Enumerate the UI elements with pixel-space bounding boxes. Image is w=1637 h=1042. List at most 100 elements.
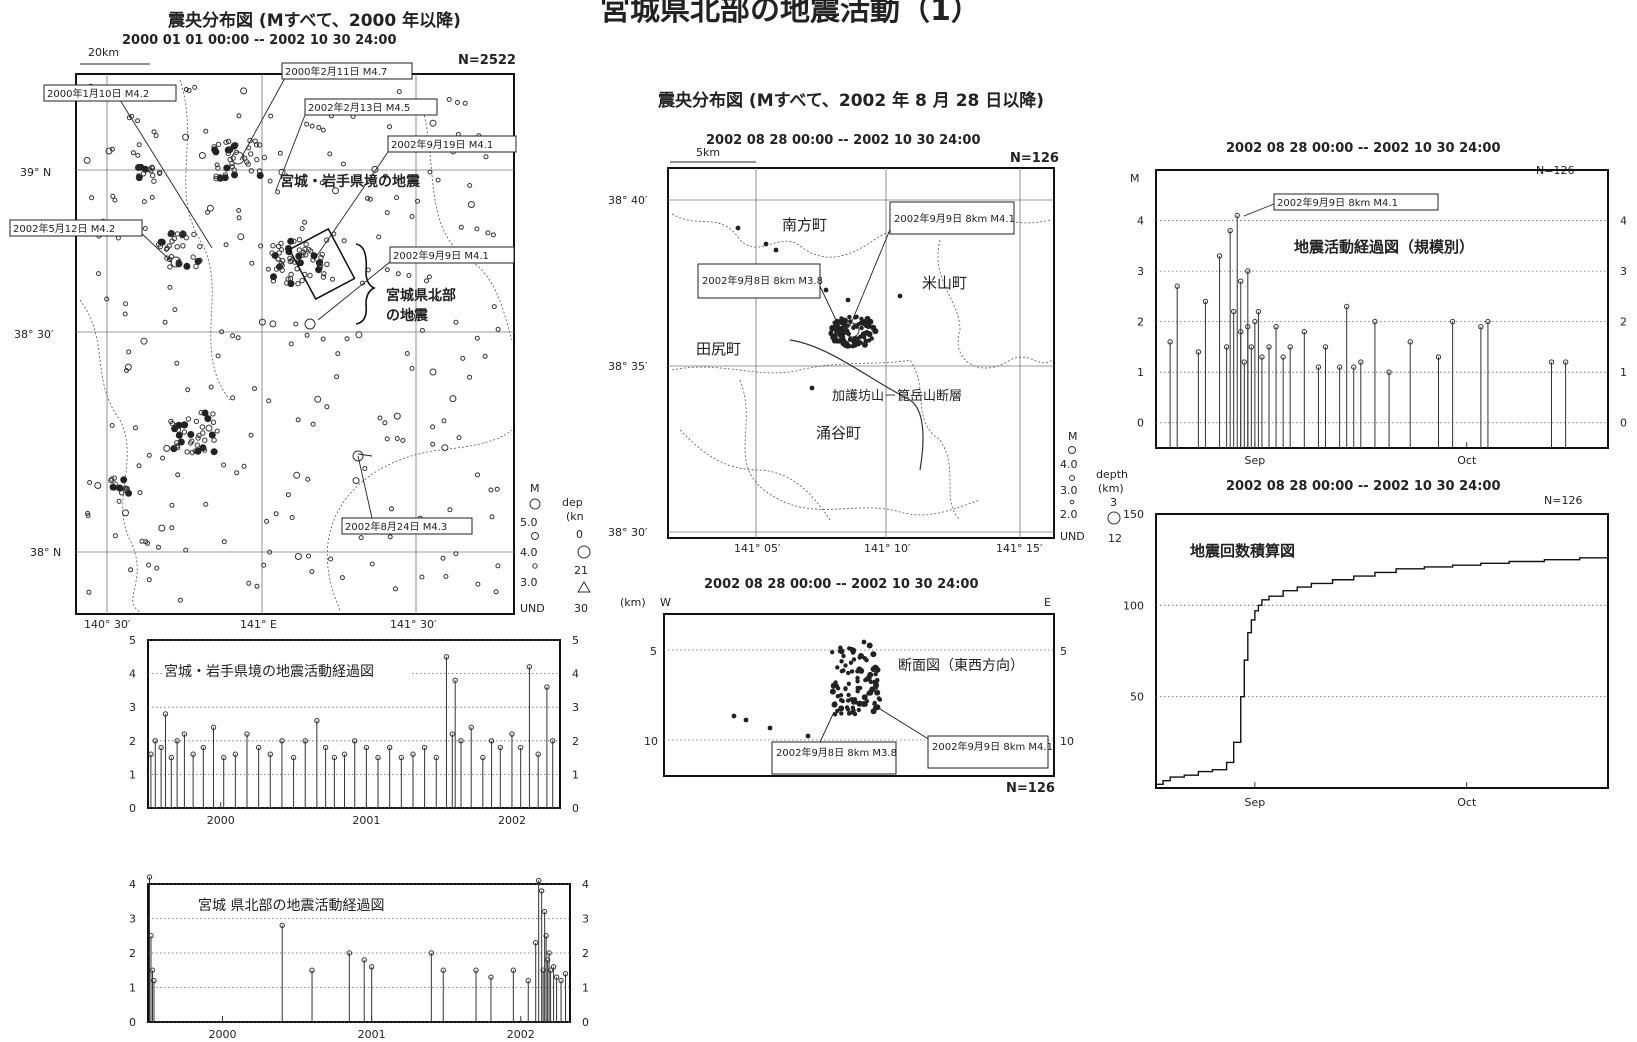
x-tick-label: 2000 <box>207 814 235 827</box>
epicenter-marker <box>493 589 499 595</box>
event-point <box>1449 318 1456 325</box>
epicenter-marker <box>162 319 168 325</box>
epicenter-marker <box>214 162 220 168</box>
y-tick-label: 4 <box>1620 215 1627 228</box>
callout-leader <box>275 114 306 191</box>
event-point <box>331 754 338 761</box>
epicenter-marker <box>296 258 302 264</box>
epicenter-marker <box>404 351 410 356</box>
epicenter-marker <box>146 577 152 583</box>
y-tick-label: 3 <box>1137 265 1144 278</box>
hypocenter-marker <box>731 713 737 719</box>
epicenter-marker <box>126 349 132 355</box>
epicenter-marker <box>332 187 339 195</box>
epicenter-marker <box>116 484 124 492</box>
epicenter-marker <box>104 296 110 302</box>
epicenter-marker <box>489 514 495 520</box>
epicenter-marker <box>136 173 142 179</box>
epicenter-marker <box>866 338 872 343</box>
epicenter-marker <box>197 257 203 263</box>
epicenter-marker <box>409 365 415 371</box>
event-point <box>546 950 552 956</box>
epicenter-marker <box>208 384 214 390</box>
epicenter-marker <box>842 338 847 344</box>
epicenter-marker <box>441 444 449 452</box>
epicenter-marker <box>140 337 148 345</box>
epicenter-marker <box>115 235 121 241</box>
epicenter-marker <box>203 128 209 134</box>
epicenter-marker <box>443 574 449 579</box>
hypocenter-marker <box>857 655 862 660</box>
epicenter-marker <box>230 142 238 150</box>
epicenter-marker <box>845 297 851 303</box>
epicenter-marker <box>314 395 322 403</box>
event-point <box>1202 298 1209 305</box>
legend-m-label: 5.0 <box>520 516 538 529</box>
y-tick-label: 2 <box>1137 316 1144 329</box>
hypocenter-marker <box>846 698 851 703</box>
epicenter-marker <box>248 168 255 174</box>
event-point <box>458 738 464 744</box>
cum-grid: 50 100 150 Sep Oct <box>1123 508 1608 809</box>
epicenter-marker <box>175 431 183 439</box>
left-map-title: 震央分布図 (Mすべて、2000 年以降) <box>167 10 461 31</box>
epicenter-marker <box>236 215 242 221</box>
hypocenter-marker <box>874 689 881 696</box>
epicenter-marker <box>180 421 188 429</box>
epicenter-marker <box>426 274 432 280</box>
epicenter-marker <box>495 326 501 332</box>
region-label-border: 宮城・岩手県境の地震 <box>280 173 421 190</box>
epicenter-marker <box>409 214 415 219</box>
center-legend-m-label: 4.0 <box>1060 458 1078 471</box>
epicenter-marker <box>454 100 460 105</box>
callout-label: 2000年2月11日 M4.7 <box>285 65 387 78</box>
epicenter-marker <box>460 355 466 361</box>
epicenter-marker <box>828 331 833 336</box>
epicenter-marker <box>365 195 370 201</box>
event-point <box>1238 278 1244 284</box>
region-label-north-1: 宮城県北部 <box>386 287 456 304</box>
hypocenter-marker <box>861 639 867 645</box>
hypocenter-marker <box>805 733 811 739</box>
epicenter-marker <box>193 418 200 425</box>
mt-ylabel: M <box>1130 172 1140 185</box>
epicenter-marker <box>309 569 315 575</box>
event-point <box>352 738 358 744</box>
epicenter-marker <box>467 201 475 208</box>
event-point <box>550 964 557 970</box>
epicenter-marker <box>389 506 394 512</box>
y-tick-label: 2 <box>572 735 579 748</box>
x-tick-label: Oct <box>1457 454 1477 467</box>
y-tick-label: 0 <box>1137 417 1144 430</box>
callout-label: 2002年2月13日 M4.5 <box>308 101 410 114</box>
hypocenter-marker <box>767 725 773 731</box>
epicenter-marker <box>267 178 273 184</box>
y-tick-label: 4 <box>1137 215 1144 228</box>
event-point <box>1435 354 1442 360</box>
cumulative-count-line <box>1156 557 1608 786</box>
epicenter-marker <box>192 84 198 90</box>
epicenter-marker <box>164 246 169 252</box>
epicenter-marker <box>293 471 301 479</box>
epicenter-marker <box>870 324 877 331</box>
epicenter-marker <box>85 513 91 519</box>
epicenter-marker <box>845 329 850 334</box>
epicenter-marker <box>415 198 420 204</box>
cross-section-depth-tick: 10 <box>644 735 658 748</box>
center-map-n: N=126 <box>1010 151 1059 166</box>
epicenter-marker <box>362 466 368 471</box>
callout-leader <box>849 219 895 327</box>
y-tick-label: 4 <box>129 878 136 891</box>
epicenter-marker <box>387 124 392 130</box>
hypocenter-marker <box>843 663 848 668</box>
epicenter-marker <box>419 327 425 333</box>
event-point <box>510 967 517 973</box>
legend-m-symbol <box>531 532 539 540</box>
event-point <box>1227 227 1233 234</box>
epicenter-marker <box>163 444 171 452</box>
epicenter-marker <box>183 547 189 553</box>
callout-box <box>1273 193 1439 211</box>
region-label-north-2: の地震 <box>386 307 429 324</box>
epicenter-marker <box>224 146 232 154</box>
event-point <box>346 950 353 956</box>
